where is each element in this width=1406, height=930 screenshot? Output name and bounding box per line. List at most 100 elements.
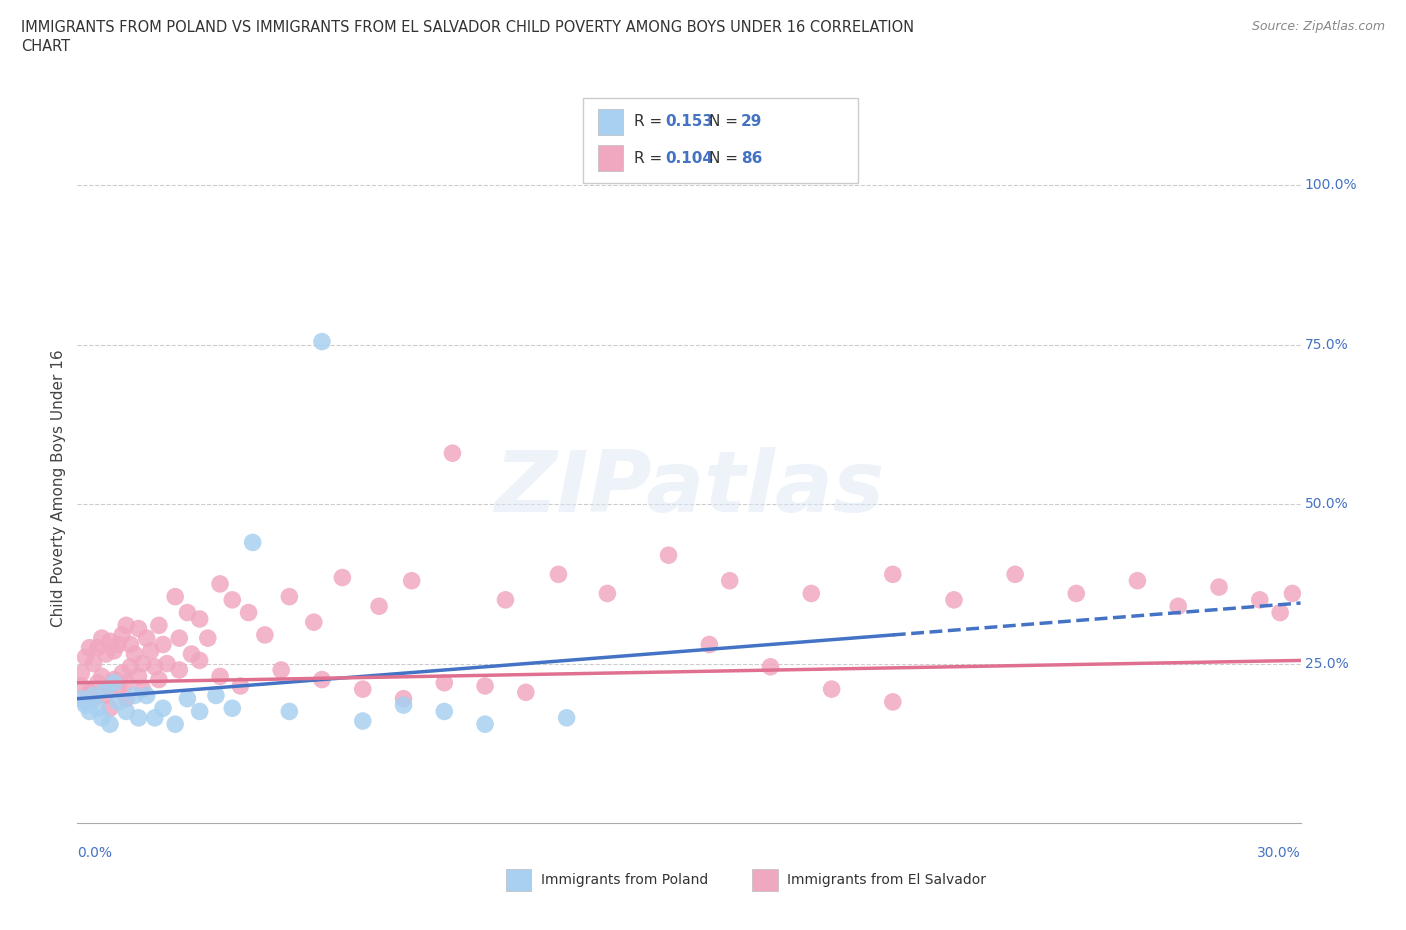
Point	[115, 691, 138, 706]
Point	[180, 646, 202, 661]
Point	[208, 669, 231, 684]
Point	[882, 695, 904, 710]
Point	[94, 688, 117, 703]
Point	[98, 682, 121, 697]
Point	[1126, 573, 1149, 588]
Text: ZIPatlas: ZIPatlas	[494, 446, 884, 530]
Point	[107, 679, 129, 694]
Point	[441, 445, 464, 460]
Text: R =: R =	[634, 114, 668, 129]
Point	[107, 695, 129, 710]
Point	[433, 704, 456, 719]
Point	[98, 634, 121, 649]
Point	[103, 672, 125, 687]
Text: 75.0%: 75.0%	[1305, 338, 1348, 352]
Point	[148, 618, 170, 632]
Point	[107, 637, 129, 652]
Point	[111, 666, 134, 681]
Point	[658, 548, 681, 563]
Point	[221, 592, 243, 607]
Point	[759, 659, 782, 674]
Point	[127, 669, 149, 684]
Text: 0.0%: 0.0%	[77, 846, 112, 860]
Point	[515, 684, 537, 699]
Point	[596, 586, 619, 601]
Point	[699, 637, 721, 652]
Text: IMMIGRANTS FROM POLAND VS IMMIGRANTS FROM EL SALVADOR CHILD POVERTY AMONG BOYS U: IMMIGRANTS FROM POLAND VS IMMIGRANTS FRO…	[21, 20, 914, 35]
Point	[188, 704, 211, 719]
Text: 100.0%: 100.0%	[1305, 179, 1357, 193]
Point	[79, 704, 101, 719]
Point	[1281, 586, 1303, 601]
Point	[87, 640, 110, 655]
Y-axis label: Child Poverty Among Boys Under 16: Child Poverty Among Boys Under 16	[51, 350, 66, 627]
Point	[821, 682, 844, 697]
Text: CHART: CHART	[21, 39, 70, 54]
Point	[205, 688, 228, 703]
Point	[197, 631, 219, 645]
Point	[165, 590, 187, 604]
Point	[270, 662, 292, 677]
Point	[229, 679, 252, 694]
Text: Source: ZipAtlas.com: Source: ZipAtlas.com	[1251, 20, 1385, 33]
Point	[495, 592, 517, 607]
Text: 86: 86	[741, 151, 762, 166]
Point	[83, 691, 105, 706]
Point	[120, 637, 142, 652]
Point	[143, 711, 166, 725]
Point	[208, 577, 231, 591]
Point	[368, 599, 391, 614]
Point	[83, 657, 105, 671]
Point	[311, 334, 333, 349]
Point	[1208, 579, 1230, 594]
Point	[800, 586, 823, 601]
Point	[188, 612, 211, 627]
Text: 0.104: 0.104	[665, 151, 713, 166]
Point	[165, 717, 187, 732]
Point	[90, 711, 112, 725]
Point	[87, 701, 110, 716]
Point	[169, 631, 191, 645]
Point	[103, 644, 125, 658]
Point	[882, 567, 904, 582]
Point	[278, 704, 301, 719]
Point	[1066, 586, 1088, 601]
Point	[152, 701, 174, 716]
Point	[98, 701, 121, 716]
Text: 50.0%: 50.0%	[1305, 498, 1348, 512]
Text: 30.0%: 30.0%	[1257, 846, 1301, 860]
Point	[127, 711, 149, 725]
Point	[547, 567, 569, 582]
Point	[152, 637, 174, 652]
Point	[70, 679, 93, 694]
Point	[942, 592, 965, 607]
Point	[79, 640, 101, 655]
Point	[474, 717, 496, 732]
Point	[87, 675, 110, 690]
Point	[131, 657, 153, 671]
Point	[115, 704, 138, 719]
Point	[1004, 567, 1026, 582]
Point	[83, 688, 105, 703]
Text: N =: N =	[709, 114, 742, 129]
Point	[90, 669, 112, 684]
Point	[221, 701, 243, 716]
Point	[278, 590, 301, 604]
Point	[79, 684, 101, 699]
Point	[124, 688, 146, 703]
Point	[94, 646, 117, 661]
Point	[169, 662, 191, 677]
Point	[75, 698, 97, 712]
Point	[401, 573, 423, 588]
Point	[1167, 599, 1189, 614]
Point	[131, 682, 153, 697]
Point	[120, 659, 142, 674]
Text: R =: R =	[634, 151, 668, 166]
Point	[302, 615, 325, 630]
Text: Immigrants from El Salvador: Immigrants from El Salvador	[787, 872, 987, 887]
Text: N =: N =	[709, 151, 742, 166]
Point	[143, 659, 166, 674]
Point	[115, 675, 138, 690]
Text: 25.0%: 25.0%	[1305, 657, 1348, 671]
Point	[392, 691, 415, 706]
